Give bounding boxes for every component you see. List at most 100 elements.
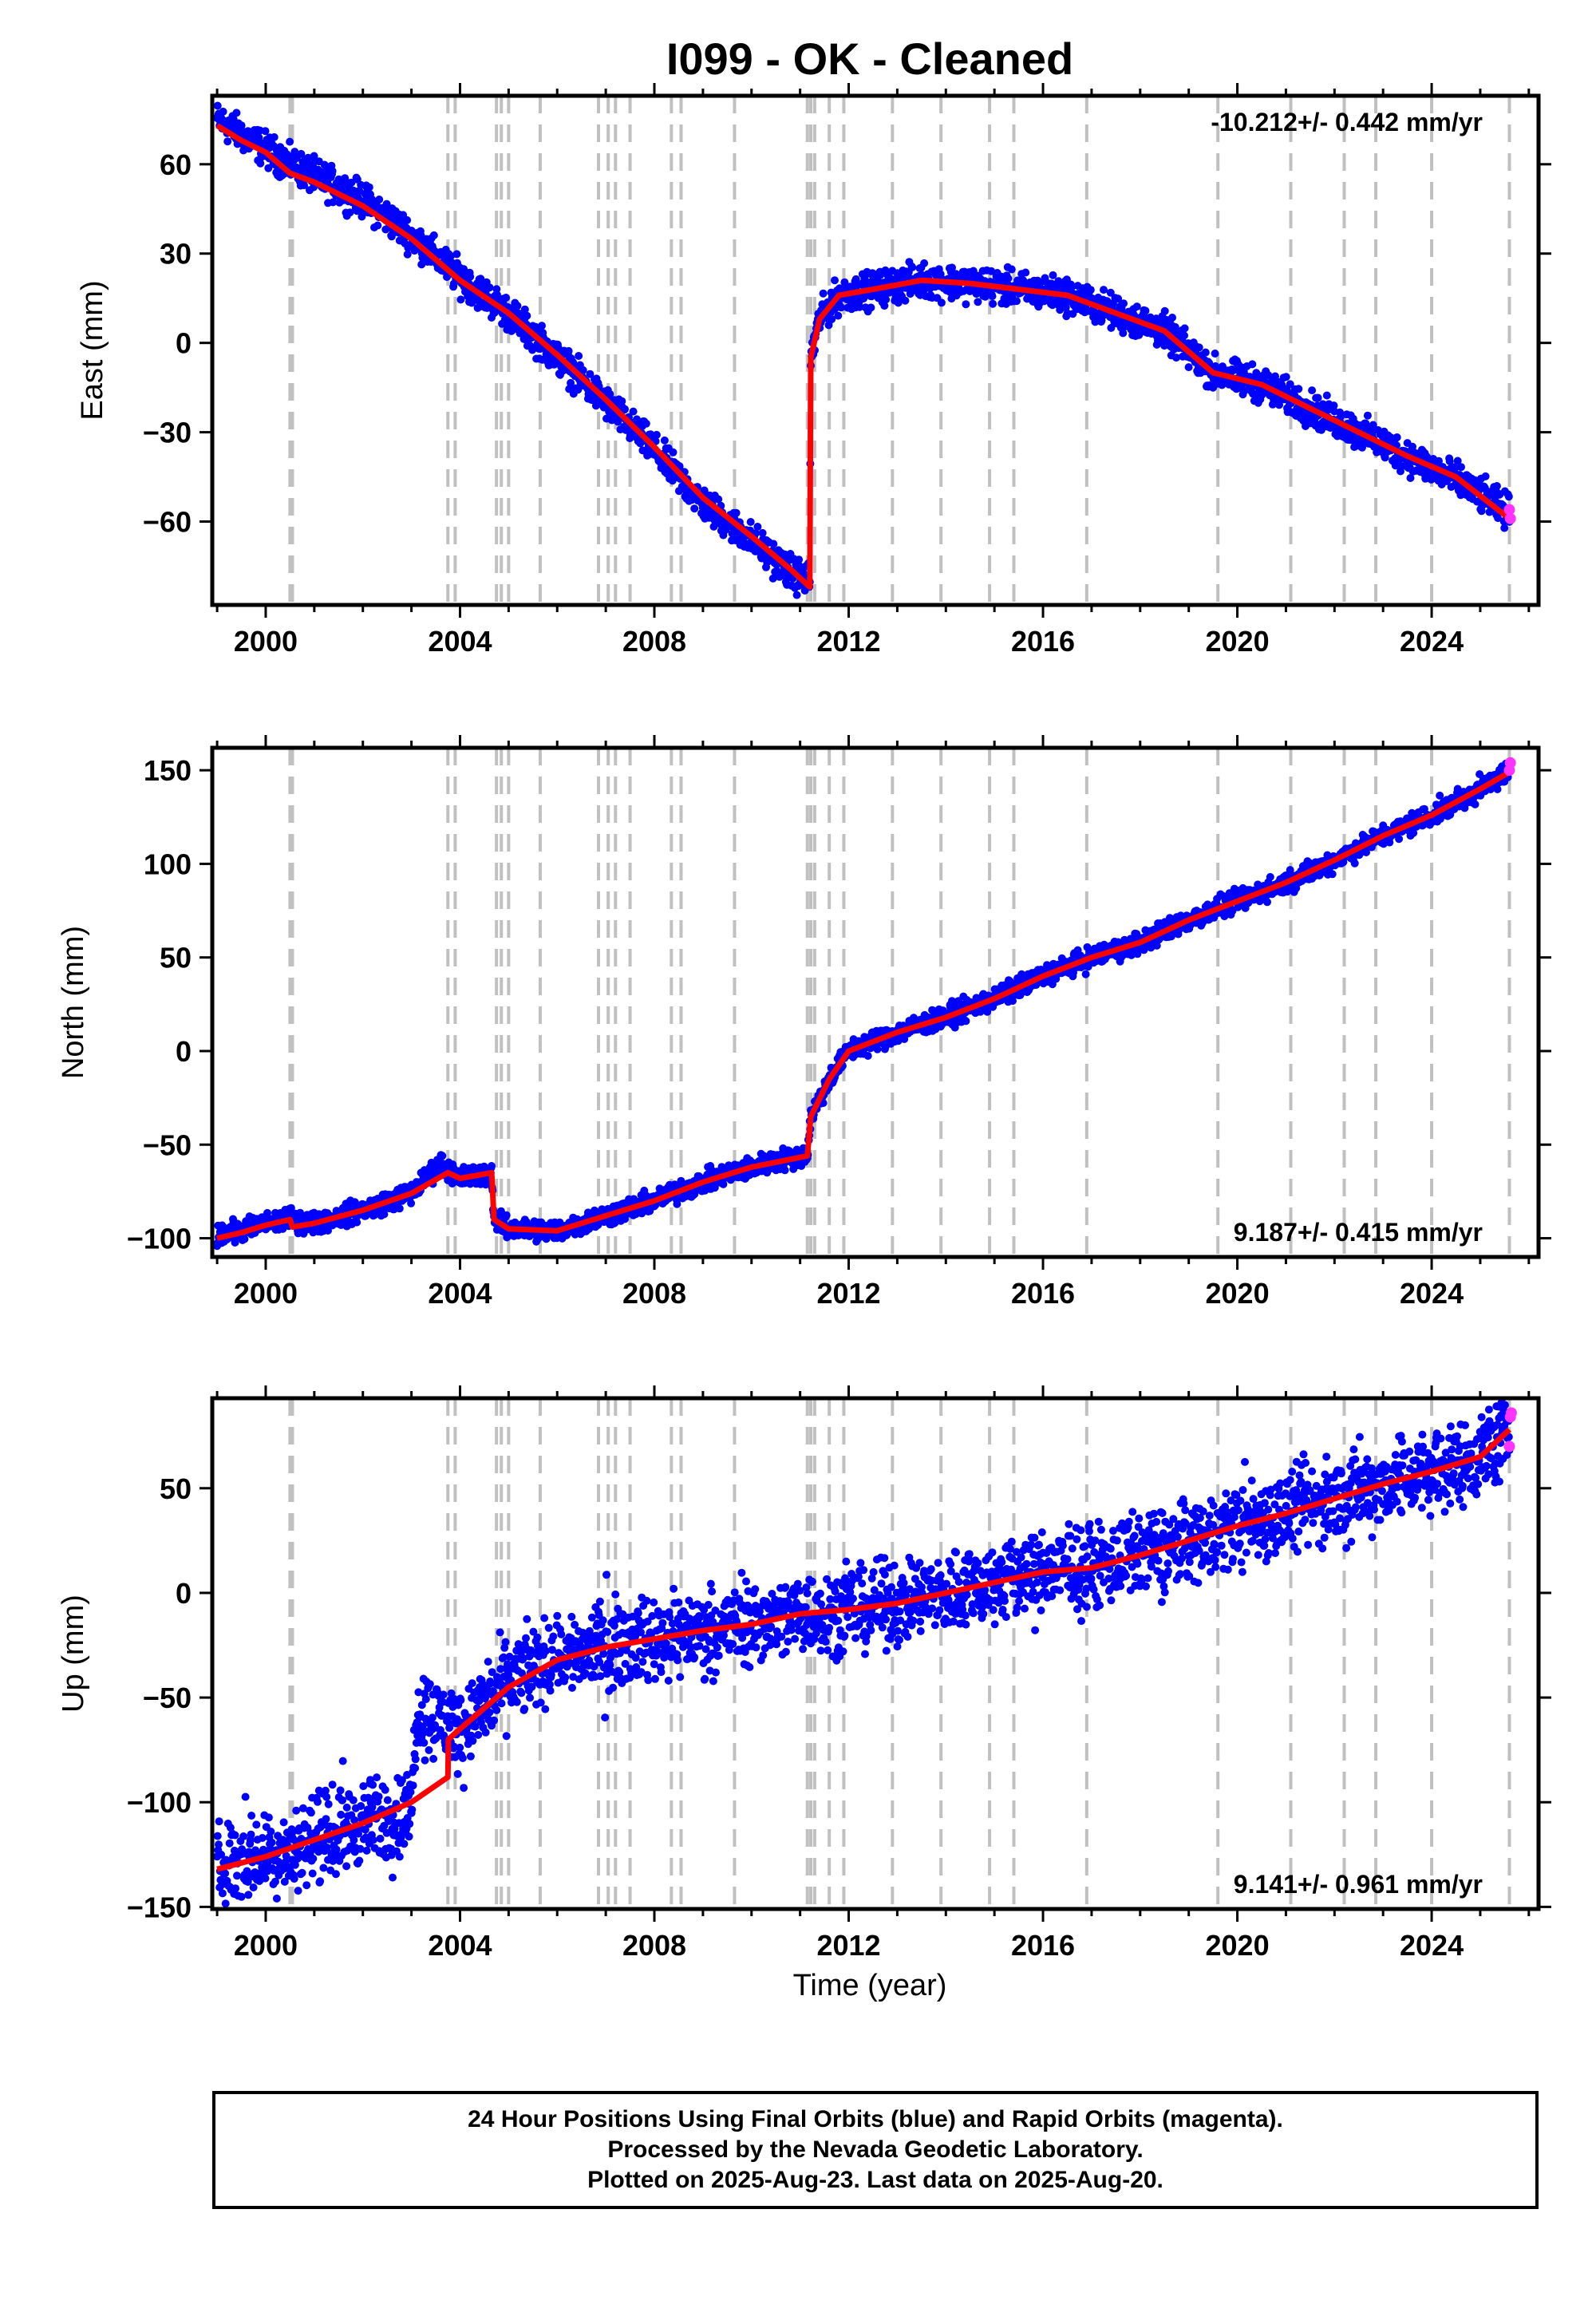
final-orbit-point bbox=[1068, 283, 1077, 291]
final-orbit-point bbox=[1500, 524, 1509, 532]
final-orbit-point bbox=[882, 295, 891, 304]
x-tick-label: 2016 bbox=[1011, 625, 1075, 658]
final-orbit-point bbox=[989, 299, 998, 308]
final-orbit-point bbox=[297, 149, 306, 158]
final-orbit-point bbox=[717, 1163, 726, 1172]
final-orbit-point bbox=[452, 250, 461, 259]
final-orbit-point bbox=[347, 178, 356, 187]
final-orbit-point bbox=[834, 311, 843, 320]
final-orbit-point bbox=[1286, 380, 1294, 389]
final-orbit-point bbox=[304, 153, 313, 162]
final-orbit-point bbox=[407, 1199, 416, 1207]
x-tick-label: 2000 bbox=[234, 625, 298, 658]
final-orbit-point bbox=[1481, 472, 1490, 480]
final-orbit-point bbox=[488, 1162, 496, 1170]
final-orbit-point bbox=[564, 346, 573, 355]
final-orbit-point bbox=[690, 504, 699, 513]
final-orbit-point bbox=[579, 366, 587, 374]
final-orbit-point bbox=[1322, 391, 1331, 400]
final-orbit-point bbox=[496, 1207, 505, 1215]
final-orbit-point bbox=[1086, 286, 1095, 294]
final-orbit-point bbox=[513, 302, 522, 310]
final-orbit-point bbox=[373, 221, 382, 230]
rapid-orbit-point bbox=[1504, 512, 1516, 524]
final-orbit-point bbox=[629, 407, 638, 416]
final-orbit-point bbox=[1171, 322, 1179, 331]
final-orbit-point bbox=[1363, 411, 1372, 420]
final-orbit-point bbox=[219, 107, 227, 116]
final-orbit-point bbox=[395, 1204, 404, 1213]
final-orbit-point bbox=[502, 1211, 511, 1219]
final-orbit-point bbox=[237, 121, 246, 130]
final-orbit-point bbox=[908, 263, 917, 271]
final-orbit-point bbox=[714, 495, 723, 504]
final-orbit-point bbox=[460, 265, 468, 274]
final-orbit-point bbox=[554, 343, 563, 352]
final-orbit-point bbox=[365, 183, 373, 192]
final-orbit-point bbox=[669, 448, 678, 456]
final-orbit-point bbox=[795, 555, 804, 564]
final-orbit-point bbox=[1152, 314, 1161, 323]
final-orbit-point bbox=[769, 539, 778, 548]
final-orbit-point bbox=[380, 1210, 389, 1219]
final-orbit-point bbox=[1132, 302, 1141, 311]
final-orbit-point bbox=[328, 167, 337, 176]
final-orbit-point bbox=[1180, 324, 1189, 333]
final-orbit-point bbox=[1406, 474, 1415, 482]
final-orbit-point bbox=[937, 298, 946, 307]
final-orbit-point bbox=[1195, 343, 1203, 352]
final-orbit-point bbox=[988, 292, 997, 301]
final-orbit-point bbox=[618, 397, 626, 405]
final-orbit-point bbox=[466, 272, 475, 281]
y-axis-label: East (mm) bbox=[76, 280, 109, 420]
final-orbit-point bbox=[1160, 306, 1169, 315]
final-orbit-point bbox=[1180, 331, 1188, 340]
final-orbit-point bbox=[286, 137, 294, 146]
final-orbit-point bbox=[863, 1052, 872, 1060]
final-orbit-point bbox=[962, 300, 970, 309]
final-orbit-point bbox=[1081, 970, 1090, 978]
final-orbit-point bbox=[223, 137, 232, 146]
final-orbit-point bbox=[920, 259, 929, 267]
final-orbit-point bbox=[290, 148, 299, 156]
y-tick-label: 30 bbox=[160, 238, 192, 271]
final-orbit-point bbox=[962, 1017, 970, 1026]
final-orbit-point bbox=[673, 1199, 681, 1208]
final-orbit-point bbox=[403, 250, 412, 259]
final-orbit-point bbox=[1120, 299, 1128, 308]
final-orbit-point bbox=[270, 132, 279, 141]
final-orbit-point bbox=[732, 508, 741, 517]
final-orbit-point bbox=[1007, 265, 1016, 274]
final-orbit-point bbox=[346, 208, 354, 217]
x-axis-label: Time (year) bbox=[793, 1969, 947, 2002]
final-orbit-point bbox=[1263, 898, 1271, 907]
final-orbit-point bbox=[567, 378, 575, 387]
final-orbit-point bbox=[1004, 274, 1013, 283]
final-orbit-point bbox=[1457, 463, 1465, 472]
final-orbit-point bbox=[1308, 386, 1317, 395]
final-orbit-point bbox=[768, 574, 777, 583]
final-orbit-point bbox=[300, 181, 309, 190]
final-orbit-point bbox=[831, 276, 839, 285]
final-orbit-point bbox=[586, 370, 595, 378]
final-orbit-point bbox=[1266, 872, 1274, 881]
final-orbit-points bbox=[213, 101, 1514, 599]
y-tick-label: −30 bbox=[143, 417, 192, 449]
x-tick-label: 2012 bbox=[816, 625, 880, 658]
final-orbit-point bbox=[1504, 492, 1513, 501]
final-orbit-point bbox=[324, 1227, 332, 1235]
final-orbit-point bbox=[1160, 342, 1169, 350]
final-orbit-point bbox=[429, 231, 438, 239]
final-orbit-point bbox=[502, 294, 511, 302]
final-orbit-point bbox=[355, 187, 364, 196]
final-orbit-point bbox=[1328, 870, 1337, 879]
final-orbit-point bbox=[375, 196, 384, 204]
final-orbit-point bbox=[1009, 997, 1017, 1006]
final-orbit-point bbox=[456, 295, 465, 304]
plot-frame bbox=[210, 93, 1541, 607]
final-orbit-point bbox=[880, 302, 889, 310]
final-orbit-point bbox=[746, 518, 755, 526]
final-orbit-point bbox=[1219, 362, 1227, 371]
final-orbit-point bbox=[1133, 950, 1142, 958]
